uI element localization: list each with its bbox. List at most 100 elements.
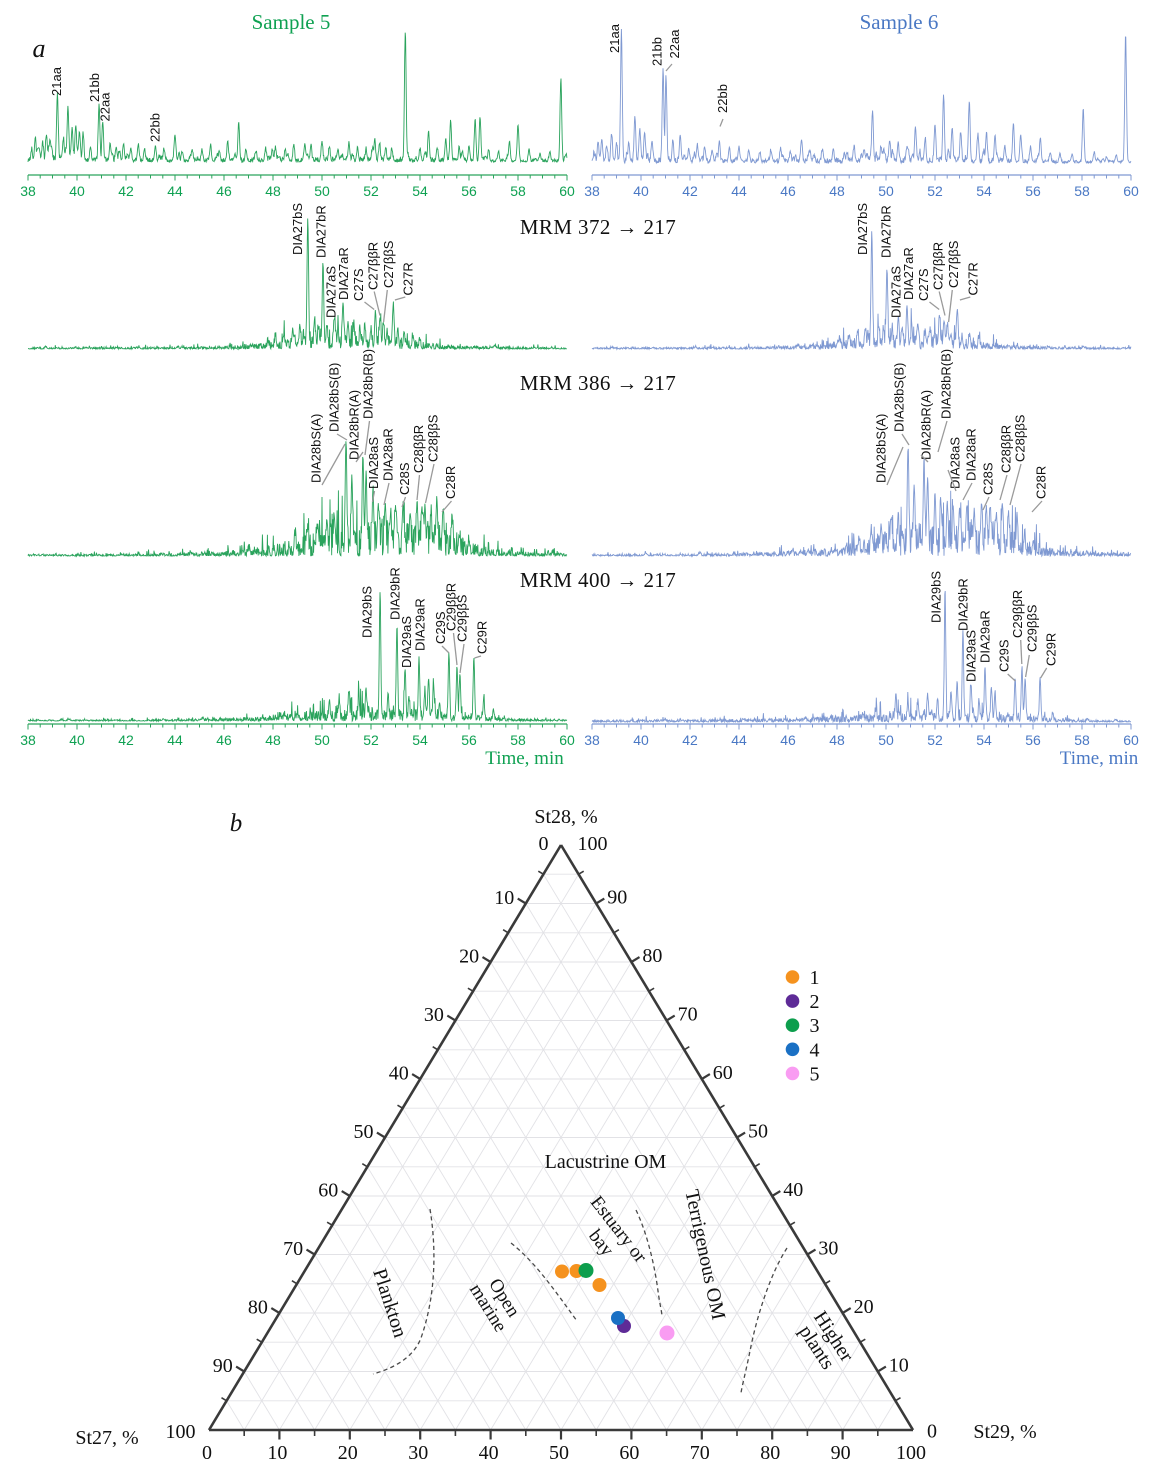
svg-text:42: 42 [118,183,134,199]
svg-text:DIA28bS(A): DIA28bS(A) [874,414,889,483]
svg-text:100: 100 [166,1421,196,1443]
svg-text:Time, min: Time, min [485,748,564,769]
svg-text:5: 5 [810,1063,820,1085]
svg-text:50: 50 [354,1121,374,1143]
svg-text:80: 80 [760,1442,780,1464]
svg-text:C27ββR: C27ββR [366,242,381,290]
svg-text:40: 40 [633,183,649,199]
svg-text:46: 46 [780,732,796,748]
svg-text:0: 0 [539,833,549,855]
svg-text:DIA27aS: DIA27aS [889,266,904,318]
svg-text:58: 58 [1074,732,1090,748]
svg-text:22bb: 22bb [148,113,163,142]
svg-text:48: 48 [265,732,281,748]
svg-text:44: 44 [731,732,747,748]
svg-text:C28ββS: C28ββS [426,414,441,462]
svg-text:22bb: 22bb [715,84,730,113]
svg-text:DIA29aR: DIA29aR [978,610,993,663]
svg-text:40: 40 [783,1179,803,1201]
svg-text:MRM 386 → 217: MRM 386 → 217 [520,371,676,395]
svg-text:DIA28bR(A): DIA28bR(A) [919,390,934,460]
svg-text:DIA29bS: DIA29bS [360,586,375,638]
svg-text:C29ββS: C29ββS [1025,604,1040,652]
svg-text:58: 58 [510,183,526,199]
svg-text:38: 38 [20,732,36,748]
svg-text:2: 2 [810,991,820,1013]
svg-text:DIA27bR: DIA27bR [314,205,329,258]
svg-text:42: 42 [682,183,698,199]
svg-text:46: 46 [216,732,232,748]
svg-text:60: 60 [559,732,575,748]
svg-text:22aa: 22aa [98,92,113,122]
svg-text:DIA28bR(A): DIA28bR(A) [347,390,362,460]
svg-text:60: 60 [318,1180,338,1202]
svg-text:20: 20 [338,1442,358,1464]
svg-text:90: 90 [213,1355,233,1377]
svg-text:C28R: C28R [443,466,458,499]
svg-text:St27, %: St27, % [75,1427,138,1449]
svg-text:44: 44 [167,732,183,748]
svg-text:54: 54 [976,183,992,199]
svg-text:DIA28bS(B): DIA28bS(B) [892,363,907,432]
svg-text:42: 42 [118,732,134,748]
svg-text:48: 48 [265,183,281,199]
svg-text:DIA29bR: DIA29bR [388,567,403,620]
svg-text:40: 40 [69,732,85,748]
svg-text:DIA27bR: DIA27bR [879,205,894,258]
svg-text:Sample 5: Sample 5 [252,10,331,34]
svg-text:C29R: C29R [1044,633,1059,666]
svg-text:46: 46 [780,183,796,199]
svg-text:21bb: 21bb [87,73,102,102]
svg-text:70: 70 [678,1004,698,1026]
svg-text:50: 50 [314,183,330,199]
svg-text:48: 48 [829,183,845,199]
svg-text:DIA27bS: DIA27bS [855,203,870,255]
svg-text:38: 38 [584,732,600,748]
svg-text:90: 90 [831,1442,851,1464]
svg-text:100: 100 [578,833,608,855]
svg-text:21aa: 21aa [49,66,64,96]
svg-text:DIA28aS: DIA28aS [948,437,963,489]
svg-text:C28ββR: C28ββR [411,425,426,473]
svg-text:DIA27bS: DIA27bS [290,203,305,255]
svg-text:C28ββS: C28ββS [1013,414,1028,462]
svg-text:C29ββS: C29ββS [455,594,470,642]
svg-text:DIA28aR: DIA28aR [964,428,979,481]
svg-text:20: 20 [854,1296,874,1318]
svg-text:a: a [33,34,46,63]
svg-text:22aa: 22aa [667,29,682,59]
svg-text:C27ββR: C27ββR [931,242,946,290]
svg-text:3: 3 [810,1015,820,1037]
svg-text:60: 60 [1123,732,1139,748]
svg-text:42: 42 [682,732,698,748]
svg-text:MRM 372 → 217: MRM 372 → 217 [520,215,676,239]
svg-text:52: 52 [363,732,379,748]
svg-text:DIA29aS: DIA29aS [399,616,414,668]
svg-text:DIA29bS: DIA29bS [929,571,944,623]
svg-text:C28R: C28R [1034,466,1049,499]
svg-text:DIA27aR: DIA27aR [336,247,351,300]
svg-text:52: 52 [927,183,943,199]
svg-text:60: 60 [1123,183,1139,199]
svg-text:b: b [230,810,243,837]
svg-text:20: 20 [459,946,479,968]
svg-text:44: 44 [167,183,183,199]
svg-text:38: 38 [584,183,600,199]
svg-text:10: 10 [494,887,514,909]
svg-text:54: 54 [412,732,428,748]
svg-text:38: 38 [20,183,36,199]
svg-text:21aa: 21aa [607,23,622,53]
svg-text:40: 40 [69,183,85,199]
svg-text:60: 60 [559,183,575,199]
svg-text:MRM 400 → 217: MRM 400 → 217 [520,568,676,592]
svg-text:10: 10 [889,1355,909,1377]
svg-text:DIA29aR: DIA29aR [413,598,428,651]
svg-text:C28ββR: C28ββR [999,425,1014,473]
svg-text:56: 56 [1025,183,1041,199]
svg-text:52: 52 [363,183,379,199]
svg-text:70: 70 [690,1442,710,1464]
svg-text:58: 58 [1074,183,1090,199]
svg-text:80: 80 [248,1297,268,1319]
svg-text:St29, %: St29, % [973,1421,1036,1443]
svg-text:21bb: 21bb [650,37,665,66]
